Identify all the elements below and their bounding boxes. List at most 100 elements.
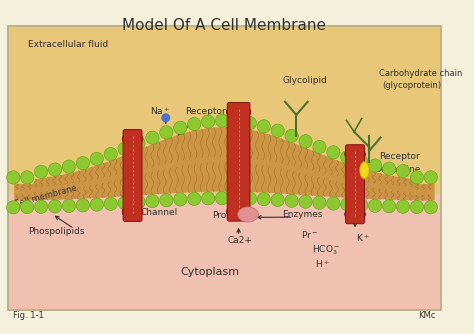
Circle shape xyxy=(160,194,173,207)
Text: Carbohydrate chain: Carbohydrate chain xyxy=(379,69,462,78)
Text: KMc: KMc xyxy=(418,311,436,320)
Circle shape xyxy=(410,200,423,214)
Circle shape xyxy=(76,157,90,170)
Text: HCO$_3^-$: HCO$_3^-$ xyxy=(312,243,340,257)
Circle shape xyxy=(48,163,62,176)
Text: Receptor: Receptor xyxy=(185,107,225,116)
Circle shape xyxy=(215,114,228,127)
Text: H$^+$: H$^+$ xyxy=(315,259,330,270)
Circle shape xyxy=(257,193,270,206)
Circle shape xyxy=(243,117,256,130)
Circle shape xyxy=(35,200,48,213)
Circle shape xyxy=(188,192,201,205)
Circle shape xyxy=(229,115,243,128)
Text: Glycolipid: Glycolipid xyxy=(282,76,327,86)
Circle shape xyxy=(313,140,326,154)
Circle shape xyxy=(410,171,423,184)
FancyBboxPatch shape xyxy=(123,130,142,221)
Circle shape xyxy=(424,171,438,184)
Circle shape xyxy=(243,192,256,205)
Ellipse shape xyxy=(345,208,365,221)
Circle shape xyxy=(62,199,75,212)
Ellipse shape xyxy=(122,205,143,218)
Circle shape xyxy=(215,192,228,205)
Circle shape xyxy=(257,120,270,133)
Circle shape xyxy=(104,197,117,210)
Circle shape xyxy=(7,201,20,214)
Ellipse shape xyxy=(237,207,258,222)
Circle shape xyxy=(132,195,145,209)
Text: Ca2+: Ca2+ xyxy=(227,236,252,245)
Text: Na$^+$: Na$^+$ xyxy=(150,105,170,117)
Circle shape xyxy=(383,162,396,175)
Circle shape xyxy=(285,129,298,142)
Circle shape xyxy=(271,193,284,206)
Circle shape xyxy=(90,152,103,166)
Circle shape xyxy=(383,200,396,213)
Ellipse shape xyxy=(122,132,143,146)
Text: K$^+$: K$^+$ xyxy=(356,232,370,244)
FancyBboxPatch shape xyxy=(346,145,365,224)
Text: Channel: Channel xyxy=(140,208,177,217)
Circle shape xyxy=(20,200,34,214)
Circle shape xyxy=(341,198,354,211)
Text: (glycoprotein): (glycoprotein) xyxy=(383,81,442,90)
Circle shape xyxy=(396,164,410,178)
Circle shape xyxy=(285,194,298,207)
Text: Enzymes: Enzymes xyxy=(282,210,323,219)
Ellipse shape xyxy=(226,205,251,218)
Circle shape xyxy=(132,137,145,150)
Circle shape xyxy=(341,151,354,164)
Circle shape xyxy=(299,195,312,208)
Circle shape xyxy=(146,194,159,208)
Circle shape xyxy=(201,115,215,128)
Circle shape xyxy=(327,146,340,159)
Text: Dopamine: Dopamine xyxy=(374,165,420,174)
Circle shape xyxy=(48,200,62,213)
Circle shape xyxy=(424,201,438,214)
Circle shape xyxy=(76,199,90,212)
Text: Cytoplasm: Cytoplasm xyxy=(180,267,239,277)
Text: Fig. 1-1: Fig. 1-1 xyxy=(13,311,44,320)
Ellipse shape xyxy=(360,162,369,179)
Circle shape xyxy=(104,148,117,161)
Circle shape xyxy=(229,192,243,205)
Circle shape xyxy=(327,197,340,210)
Ellipse shape xyxy=(226,105,251,119)
Circle shape xyxy=(146,131,159,144)
Text: Pr$^-$: Pr$^-$ xyxy=(301,229,318,240)
Circle shape xyxy=(7,171,20,184)
Bar xyxy=(9,193,440,309)
Bar xyxy=(8,26,441,310)
Bar xyxy=(9,27,440,211)
Text: Cell membrane: Cell membrane xyxy=(13,184,78,209)
Circle shape xyxy=(118,196,131,209)
Text: Extracellular fluid: Extracellular fluid xyxy=(28,40,109,49)
Text: Proteins: Proteins xyxy=(212,211,248,220)
Circle shape xyxy=(160,126,173,139)
Circle shape xyxy=(188,118,201,131)
Polygon shape xyxy=(14,127,435,201)
Circle shape xyxy=(299,135,312,148)
Circle shape xyxy=(355,155,368,168)
Circle shape xyxy=(90,198,103,211)
Text: Model Of A Cell Membrane: Model Of A Cell Membrane xyxy=(122,18,327,33)
Text: Receptor: Receptor xyxy=(379,152,419,161)
Circle shape xyxy=(173,121,187,134)
FancyBboxPatch shape xyxy=(227,103,250,221)
Circle shape xyxy=(368,199,382,212)
Circle shape xyxy=(35,165,48,178)
Circle shape xyxy=(368,159,382,172)
Circle shape xyxy=(118,142,131,155)
Ellipse shape xyxy=(345,148,365,161)
Circle shape xyxy=(313,196,326,209)
Circle shape xyxy=(396,200,410,213)
Circle shape xyxy=(62,160,75,173)
Circle shape xyxy=(162,114,170,122)
Circle shape xyxy=(201,192,215,205)
Circle shape xyxy=(20,171,34,184)
Circle shape xyxy=(271,124,284,137)
Circle shape xyxy=(355,198,368,212)
Circle shape xyxy=(173,193,187,206)
Text: Phospolipids: Phospolipids xyxy=(28,227,85,236)
